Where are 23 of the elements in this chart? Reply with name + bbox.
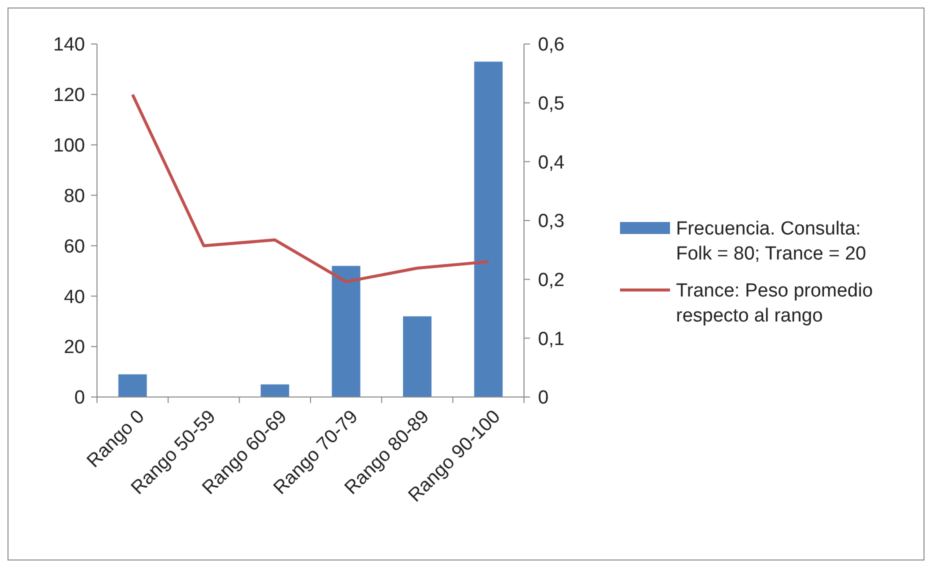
bar: [332, 266, 360, 397]
y2-tick-label: 0,1: [538, 328, 564, 350]
y-tick-label: 120: [53, 85, 85, 106]
bar: [118, 374, 147, 397]
y-tick-label: 0: [74, 388, 85, 409]
y2-tick-label: 0,6: [538, 34, 564, 56]
bar: [474, 62, 503, 397]
y2-tick-label: 0,2: [538, 270, 564, 291]
y-tick-label: 40: [64, 286, 85, 308]
bar: [403, 316, 432, 397]
y2-tick-label: 0,5: [538, 93, 564, 114]
y2-tick-label: 0,4: [538, 152, 565, 174]
y2-tick-label: 0: [538, 388, 549, 409]
legend-label: Trance: Peso promedio respecto al rango: [676, 280, 873, 327]
bar: [260, 384, 290, 397]
y-tick-label: 100: [53, 136, 85, 157]
y-tick-label: 80: [64, 186, 85, 207]
y-tick-label: 140: [53, 34, 85, 56]
y-tick-label: 20: [64, 337, 85, 358]
line-series: [131, 93, 490, 284]
y-tick-label: 60: [64, 236, 85, 258]
y2-tick-label: 0,3: [538, 211, 564, 232]
legend-label: Frecuencia. Consulta: Folk = 80; Trance = 20: [676, 218, 866, 265]
